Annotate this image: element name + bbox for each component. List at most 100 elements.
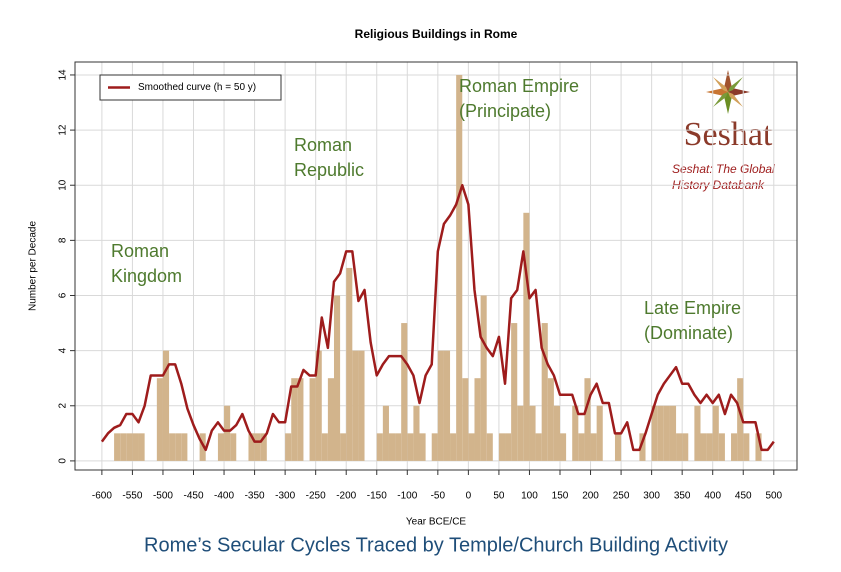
bar — [431, 433, 438, 461]
logo-icon — [706, 70, 750, 114]
bar — [388, 433, 396, 461]
legend-label: Smoothed curve (h = 50 y) — [138, 82, 256, 93]
bar — [535, 433, 542, 461]
annotation: Republic — [294, 160, 364, 180]
bar — [413, 405, 420, 461]
bar — [181, 433, 188, 461]
bar — [480, 295, 487, 461]
bar — [450, 433, 457, 461]
bar — [553, 405, 560, 461]
bar — [309, 378, 316, 461]
bar — [547, 378, 554, 461]
annotation: (Principate) — [459, 101, 551, 121]
bar — [590, 433, 597, 461]
bar — [676, 433, 683, 461]
x-tick-label: -450 — [183, 491, 203, 502]
bar — [126, 433, 133, 461]
plot-frame — [74, 61, 798, 471]
bar — [156, 378, 163, 461]
bar — [132, 433, 139, 461]
x-tick-label: 100 — [521, 491, 538, 502]
y-axis-label: Number per Decade — [28, 221, 39, 311]
bar — [755, 433, 762, 461]
logo-tagline: Seshat: The Global — [672, 162, 775, 176]
x-tick-label: -300 — [275, 491, 295, 502]
bar — [199, 433, 206, 461]
bar — [657, 405, 664, 461]
x-tick-label: -400 — [214, 491, 234, 502]
bar — [694, 405, 701, 461]
bar — [651, 405, 658, 461]
bar — [498, 433, 506, 461]
bar — [712, 405, 719, 461]
y-tick-label: 14 — [58, 69, 69, 81]
bar — [505, 433, 512, 461]
bar — [297, 378, 304, 461]
annotation: Roman — [111, 241, 169, 261]
bar — [230, 433, 237, 461]
bar — [669, 405, 677, 461]
chart-title: Religious Buildings in Rome — [355, 27, 518, 41]
x-tick-label: 50 — [493, 491, 505, 502]
bar — [731, 433, 738, 461]
bar — [572, 405, 579, 461]
bar — [395, 433, 402, 461]
bar — [114, 433, 121, 461]
bar — [541, 323, 548, 461]
bar — [584, 378, 591, 461]
y-tick-label: 12 — [58, 124, 69, 136]
bar — [529, 405, 536, 461]
bar — [468, 433, 475, 461]
x-tick-label: -600 — [92, 491, 112, 502]
annotation: Late Empire — [644, 298, 741, 318]
logo-name: Seshat — [684, 116, 773, 153]
x-tick-label: -50 — [431, 491, 446, 502]
bar — [254, 433, 261, 461]
bar — [376, 433, 383, 461]
bar — [175, 433, 182, 461]
bar — [682, 433, 689, 461]
bar — [474, 378, 481, 461]
bar — [511, 323, 518, 461]
bar — [224, 405, 231, 461]
x-tick-label: 500 — [765, 491, 782, 502]
bar — [138, 433, 145, 461]
bar — [419, 433, 426, 461]
legend-box — [99, 74, 282, 101]
x-tick-label: -150 — [367, 491, 387, 502]
y-tick-label: 6 — [58, 292, 69, 298]
x-tick-label: 250 — [613, 491, 630, 502]
bar — [358, 350, 365, 461]
x-tick-label: 150 — [552, 491, 569, 502]
x-tick-label: -200 — [336, 491, 356, 502]
bar — [462, 378, 469, 461]
x-tick-label: 200 — [582, 491, 599, 502]
annotation: Roman — [294, 135, 352, 155]
bar — [346, 267, 353, 461]
smoothed-line — [100, 183, 775, 452]
annotation: (Dominate) — [644, 323, 733, 343]
x-tick-label: 450 — [735, 491, 752, 502]
bar — [663, 405, 670, 461]
bar — [382, 405, 389, 461]
bar — [559, 433, 567, 461]
bar — [486, 433, 493, 461]
bar — [327, 378, 334, 461]
bar — [333, 295, 341, 461]
bar — [517, 405, 524, 461]
bar — [401, 323, 408, 461]
bar — [169, 433, 176, 461]
x-tick-label: -350 — [245, 491, 265, 502]
bar — [285, 433, 292, 461]
bar — [340, 433, 347, 461]
bar — [523, 212, 530, 461]
bar — [700, 433, 707, 461]
y-tick-label: 4 — [58, 347, 69, 353]
caption: Rome’s Secular Cycles Traced by Temple/C… — [144, 534, 728, 556]
x-tick-label: 350 — [674, 491, 691, 502]
bar — [248, 433, 255, 461]
bar — [456, 74, 463, 461]
bar — [614, 433, 622, 461]
x-tick-label: -250 — [306, 491, 326, 502]
annotation: Kingdom — [111, 266, 182, 286]
